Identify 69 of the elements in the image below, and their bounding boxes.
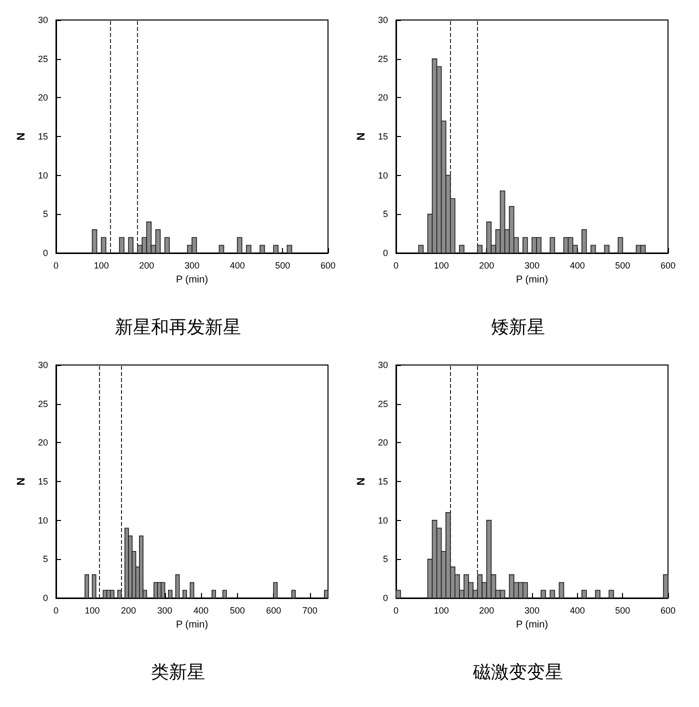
x-tick-label: 300 xyxy=(524,260,540,270)
y-tick-label: 30 xyxy=(378,15,388,25)
y-axis-title: N xyxy=(16,477,28,486)
y-tick-label: 15 xyxy=(378,132,388,142)
x-tick-label: 500 xyxy=(615,260,630,270)
x-axis-title: P (min) xyxy=(516,274,548,286)
y-tick-label: 15 xyxy=(38,476,48,486)
text: 类新星 xyxy=(151,662,205,682)
x-tick-label: 200 xyxy=(479,606,494,616)
x-tick-label: 600 xyxy=(320,260,336,270)
y-tick-label: 0 xyxy=(42,248,48,258)
y-tick-label: 0 xyxy=(382,593,388,603)
x-tick-label: 100 xyxy=(434,606,449,616)
x-tick-label: 300 xyxy=(184,260,200,270)
x-tick-label: 500 xyxy=(275,260,290,270)
x-tick-label: 0 xyxy=(393,606,399,616)
x-tick-label: 0 xyxy=(393,260,399,270)
x-tick-label: 200 xyxy=(479,260,494,270)
y-tick-label: 0 xyxy=(42,593,48,603)
y-tick-label: 15 xyxy=(378,476,388,486)
x-tick-label: 300 xyxy=(157,606,172,616)
x-tick-label: 500 xyxy=(230,606,245,616)
x-tick-label: 400 xyxy=(230,260,245,270)
x-tick-label: 600 xyxy=(266,606,282,616)
x-tick-label: 500 xyxy=(615,606,630,616)
y-tick-label: 20 xyxy=(378,438,388,448)
y-tick-label: 25 xyxy=(378,398,388,409)
x-tick-label: 200 xyxy=(139,260,154,270)
y-axis-title: N xyxy=(356,132,368,140)
y-tick-label: 20 xyxy=(378,92,388,103)
y-tick-label: 20 xyxy=(38,438,48,448)
y-tick-label: 25 xyxy=(378,54,388,64)
x-tick-label: 200 xyxy=(121,606,136,616)
x-tick-label: 0 xyxy=(53,606,59,616)
y-tick-label: 30 xyxy=(38,360,48,370)
x-tick-label: 400 xyxy=(570,606,585,616)
y-tick-label: 10 xyxy=(38,170,48,180)
x-tick-label: 700 xyxy=(302,606,318,616)
x-tick-label: 100 xyxy=(84,606,100,616)
x-tick-label: 400 xyxy=(194,606,209,616)
text: 矮新星 xyxy=(491,317,545,337)
x-axis-title: P (min) xyxy=(176,274,208,286)
y-tick-label: 10 xyxy=(378,170,388,180)
x-axis-title: P (min) xyxy=(516,620,548,630)
y-tick-label: 5 xyxy=(42,209,48,220)
x-axis-title: P (min) xyxy=(176,620,208,630)
y-tick-label: 30 xyxy=(38,15,48,25)
y-tick-label: 5 xyxy=(382,209,388,220)
y-tick-label: 5 xyxy=(42,554,48,564)
y-tick-label: 25 xyxy=(38,398,48,409)
x-tick-label: 600 xyxy=(660,606,676,616)
x-tick-label: 400 xyxy=(570,260,585,270)
y-tick-label: 10 xyxy=(38,515,48,526)
y-axis-title: N xyxy=(16,132,28,140)
x-tick-label: 600 xyxy=(660,260,676,270)
x-tick-label: 300 xyxy=(524,606,540,616)
x-tick-label: 0 xyxy=(53,260,59,270)
text: 磁激变变星 xyxy=(472,662,563,682)
y-tick-label: 15 xyxy=(38,132,48,142)
y-tick-label: 0 xyxy=(382,248,388,258)
y-tick-label: 20 xyxy=(38,92,48,103)
y-tick-label: 10 xyxy=(378,515,388,526)
y-axis-title: N xyxy=(356,477,368,486)
x-tick-label: 100 xyxy=(94,260,109,270)
y-tick-label: 25 xyxy=(38,54,48,64)
y-tick-label: 5 xyxy=(382,554,388,564)
text: 新星和再发新星 xyxy=(115,317,241,337)
x-tick-label: 100 xyxy=(434,260,449,270)
y-tick-label: 30 xyxy=(378,360,388,370)
